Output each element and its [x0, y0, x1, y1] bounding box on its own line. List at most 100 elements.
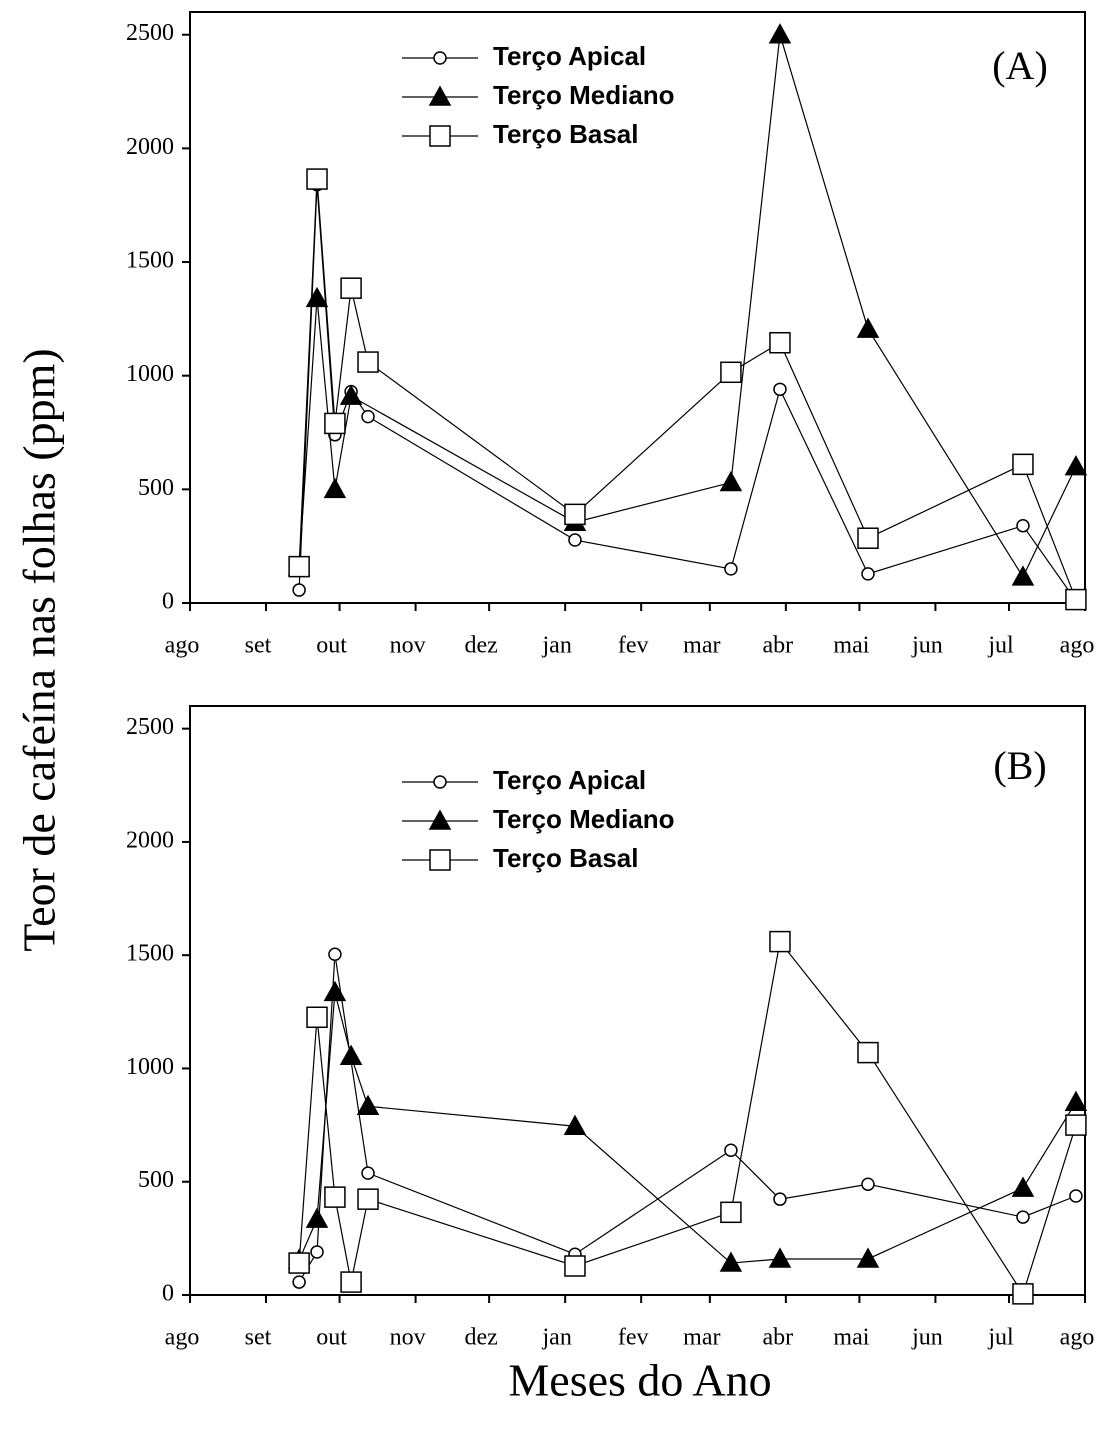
data-point	[769, 930, 791, 953]
data-point	[861, 1177, 875, 1191]
data-point	[305, 1207, 329, 1228]
legend-label: Terço Basal	[493, 843, 638, 873]
data-point	[361, 409, 375, 424]
x-tick-label: jun	[911, 1325, 943, 1351]
legend-marker	[433, 775, 447, 789]
data-point	[340, 277, 362, 299]
data-point	[769, 331, 791, 354]
data-point	[1012, 1283, 1034, 1305]
legend-label: Terço Apical	[493, 765, 646, 795]
series-line	[298, 992, 1077, 1264]
data-point	[323, 980, 347, 1002]
data-point	[288, 1252, 310, 1274]
x-tick-label: jan	[542, 1325, 572, 1351]
data-point	[1065, 1114, 1087, 1136]
legend-label: Terço Basal	[493, 119, 638, 149]
data-point	[768, 1247, 792, 1268]
data-point	[861, 567, 875, 581]
data-point	[1065, 588, 1087, 611]
data-point	[720, 1201, 742, 1224]
data-point	[328, 947, 342, 962]
data-point	[1069, 1189, 1083, 1203]
data-point	[292, 583, 306, 597]
x-tick-label: ago	[1060, 633, 1095, 659]
data-point	[719, 1251, 743, 1272]
y-axis-label: Teor de cafeína nas folhas (ppm)	[14, 348, 65, 951]
x-tick-label: ago	[165, 1325, 200, 1351]
series-line	[298, 34, 1077, 579]
x-tick-label: nov	[390, 1325, 426, 1351]
legend-marker	[429, 125, 451, 147]
data-point	[563, 1114, 587, 1135]
data-point	[357, 351, 379, 373]
x-tick-label: abr	[763, 633, 794, 659]
x-tick-label: mar	[683, 633, 720, 659]
x-tick-label: out	[316, 1325, 347, 1351]
y-tick-label: 500	[138, 475, 174, 501]
x-tick-label: jun	[911, 633, 943, 659]
data-point	[568, 533, 582, 547]
data-point	[323, 477, 347, 499]
panel-label: (B)	[993, 743, 1046, 788]
legend-label: Terço Mediano	[493, 80, 675, 110]
data-point	[339, 384, 363, 405]
data-point	[1064, 1090, 1088, 1111]
series-line	[298, 179, 1077, 600]
plot-frame	[189, 705, 1086, 1296]
x-tick-label: jan	[542, 633, 572, 659]
x-tick-label: jul	[987, 1325, 1014, 1351]
y-tick-label: 2000	[126, 827, 174, 853]
x-tick-label: out	[316, 633, 347, 659]
data-point	[719, 470, 743, 492]
legend-label: Terço Mediano	[493, 804, 675, 834]
legend-marker	[428, 809, 452, 830]
data-point	[357, 1188, 379, 1210]
data-point	[773, 1192, 787, 1206]
plot-frame	[189, 11, 1086, 604]
x-tick-label: ago	[165, 633, 200, 659]
data-point	[324, 412, 346, 435]
data-point	[768, 23, 792, 44]
data-point	[724, 1143, 738, 1157]
data-point	[361, 1166, 375, 1180]
x-tick-label: dez	[464, 1325, 497, 1351]
data-point	[288, 555, 310, 578]
legend-label: Terço Apical	[493, 41, 646, 71]
series-line	[298, 940, 1077, 1296]
data-point	[340, 1271, 362, 1293]
x-tick-label: jul	[987, 633, 1014, 659]
data-point	[856, 317, 880, 338]
data-point	[1011, 1176, 1035, 1197]
x-axis-label: Meses do Ano	[508, 1355, 771, 1406]
y-tick-label: 1500	[126, 248, 174, 274]
x-tick-label: set	[245, 1325, 272, 1351]
y-tick-label: 2500	[126, 714, 174, 740]
data-point	[564, 503, 586, 526]
y-tick-label: 1000	[126, 361, 174, 387]
data-point	[720, 361, 742, 384]
data-point	[773, 382, 787, 397]
y-tick-label: 0	[162, 589, 174, 615]
y-tick-label: 500	[138, 1167, 174, 1193]
data-point	[324, 1186, 346, 1208]
x-tick-label: mar	[683, 1325, 720, 1351]
data-point	[306, 168, 328, 190]
data-point	[1016, 1210, 1030, 1224]
legend-marker	[428, 85, 452, 106]
data-point	[339, 1044, 363, 1065]
series-line	[298, 954, 1077, 1283]
data-point	[305, 286, 329, 308]
y-tick-label: 1500	[126, 941, 174, 967]
x-tick-label: set	[245, 633, 272, 659]
data-point	[310, 1245, 324, 1259]
series-line	[298, 184, 1077, 602]
legend-marker	[433, 51, 447, 65]
data-point	[857, 1041, 879, 1064]
legend-marker	[429, 849, 451, 871]
x-tick-label: abr	[763, 1325, 794, 1351]
y-tick-label: 0	[162, 1281, 174, 1307]
data-point	[724, 562, 738, 576]
x-tick-label: fev	[618, 633, 649, 659]
data-point	[306, 1006, 328, 1029]
x-tick-label: dez	[464, 633, 497, 659]
